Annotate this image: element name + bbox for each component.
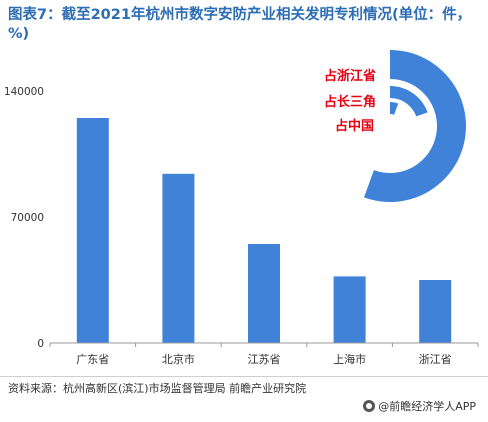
donut-label: 占长三角 — [324, 94, 376, 110]
x-axis: 广东省 北京市 江苏省 上海市 浙江省 — [49, 342, 479, 366]
donut-ring — [390, 86, 428, 117]
bar — [162, 173, 195, 343]
chart-title: 图表7：截至2021年杭州市数字安防产业相关发明专利情况(单位：件，%) — [8, 7, 472, 42]
donut-label: 占中国 — [335, 118, 374, 134]
bars — [76, 118, 452, 343]
qianzhan-logo-icon — [363, 400, 376, 412]
y-tick-label: 70000 — [11, 212, 44, 224]
x-tick-label: 广东省 — [76, 353, 109, 366]
donut-ring — [364, 50, 466, 203]
brand-mark: @前瞻经济学人APP — [363, 398, 476, 414]
x-tick-label: 上海市 — [333, 352, 366, 366]
source-note: 资料来源：杭州高新区(滨江)市场监督管理局 前瞻产业研究院 — [8, 382, 307, 395]
y-tick-label: 0 — [37, 338, 44, 350]
y-tick-label: 140000 — [4, 86, 44, 98]
bar — [333, 276, 366, 343]
x-tick-label: 浙江省 — [419, 353, 452, 366]
bar — [248, 244, 280, 343]
x-tick-label: 北京市 — [162, 352, 195, 366]
brand-text: @前瞻经济学人APP — [378, 400, 476, 413]
bar — [76, 118, 109, 343]
donut-ring — [390, 102, 399, 115]
y-axis: 0 70000 140000 — [4, 86, 44, 350]
donut-label: 占浙江省 — [324, 68, 376, 84]
divider — [0, 376, 488, 377]
x-tick-label: 江苏省 — [248, 353, 281, 366]
bar — [419, 280, 452, 343]
